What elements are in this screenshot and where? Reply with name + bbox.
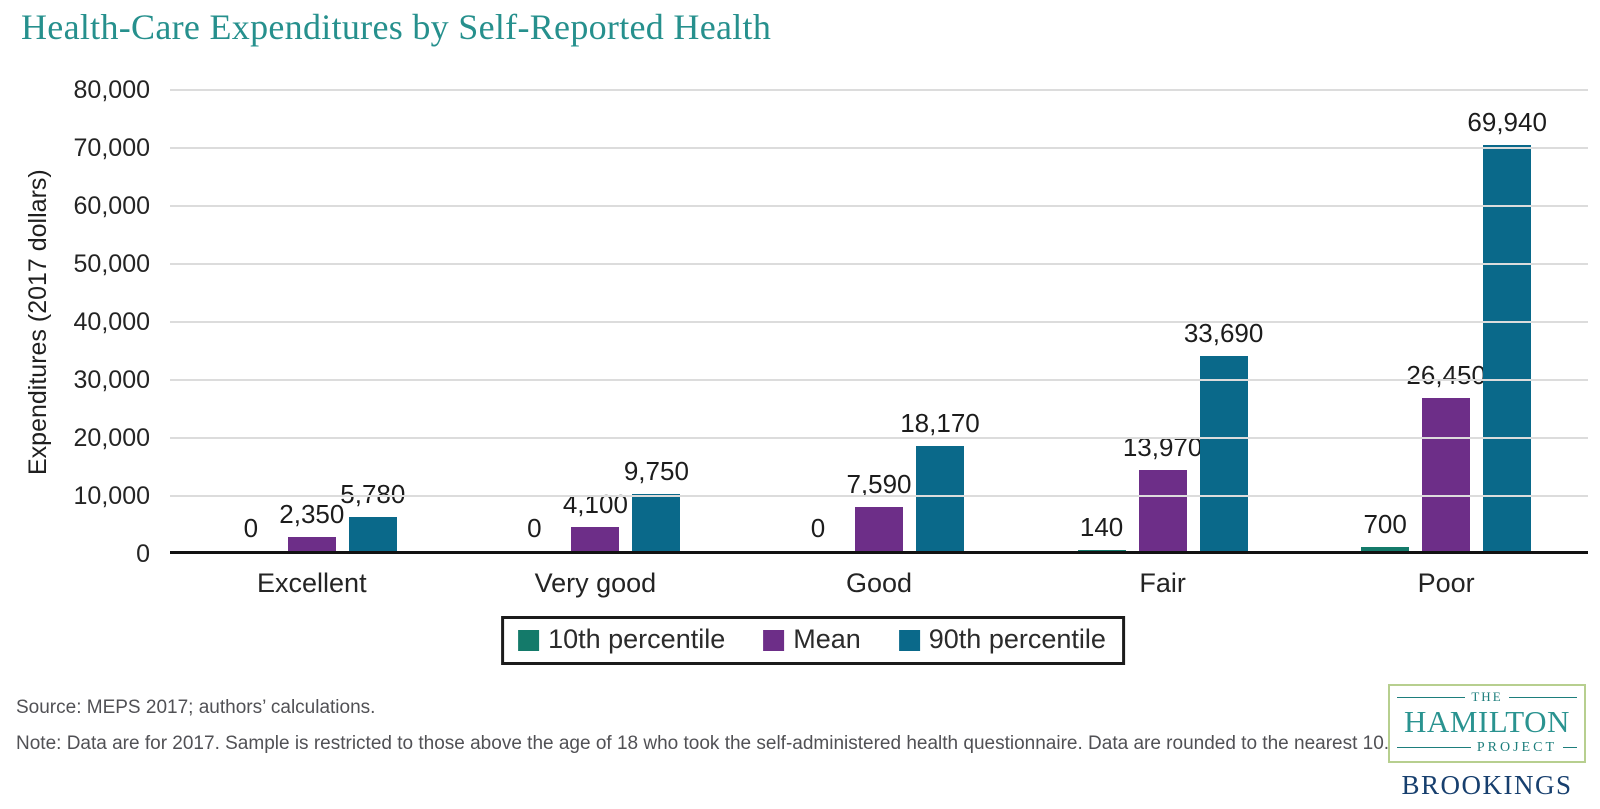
bar-slot: 69,940 bbox=[1467, 90, 1547, 551]
bar-value-label: 700 bbox=[1363, 508, 1407, 539]
bar bbox=[287, 537, 336, 551]
bar bbox=[1138, 469, 1187, 551]
bar-slot: 7,590 bbox=[846, 90, 912, 551]
bar bbox=[632, 494, 681, 551]
logo-rule-left bbox=[1397, 696, 1466, 698]
legend-swatch bbox=[518, 630, 540, 651]
legend-item: 10th percentile bbox=[518, 624, 725, 655]
logo-the-row: THE bbox=[1397, 689, 1577, 705]
bar-value-label: 69,940 bbox=[1467, 107, 1547, 138]
legend-item: Mean bbox=[763, 624, 861, 655]
gridline bbox=[170, 379, 1588, 381]
bar-slot: 33,690 bbox=[1184, 90, 1263, 551]
y-tick-label: 40,000 bbox=[73, 308, 150, 336]
bar bbox=[571, 527, 620, 551]
bar-group: 0 4,100 9,750 bbox=[454, 90, 738, 551]
y-tick-label: 60,000 bbox=[73, 192, 150, 220]
bar-value-label: 2,350 bbox=[279, 499, 345, 530]
category-label: Excellent bbox=[257, 568, 367, 598]
bar-slot: 26,450 bbox=[1406, 90, 1486, 551]
bar-slot: 700 bbox=[1361, 90, 1410, 551]
category-label: Very good bbox=[534, 568, 657, 598]
gridline bbox=[170, 89, 1588, 91]
bar bbox=[1483, 145, 1532, 551]
gridline bbox=[170, 321, 1588, 323]
y-tick-label: 80,000 bbox=[73, 76, 150, 104]
bar bbox=[348, 517, 397, 551]
source-text: Source: MEPS 2017; authors’ calculations… bbox=[16, 697, 376, 718]
gridline bbox=[170, 205, 1588, 207]
gridline bbox=[170, 437, 1588, 439]
bar bbox=[1422, 397, 1471, 551]
gridline bbox=[170, 263, 1588, 265]
bar-slot: 0 bbox=[510, 90, 558, 551]
bar-slot: 0 bbox=[794, 90, 842, 551]
bar bbox=[1361, 546, 1410, 551]
bar-value-label: 13,970 bbox=[1122, 431, 1203, 462]
legend-label: 90th percentile bbox=[928, 624, 1106, 654]
legend-item: 90th percentile bbox=[898, 624, 1106, 655]
bar-group: 700 26,450 69,940 bbox=[1304, 90, 1588, 551]
bar-value-label: 9,750 bbox=[623, 456, 689, 487]
legend-label: Mean bbox=[793, 624, 861, 654]
brookings-wordmark: BROOKINGS bbox=[1401, 769, 1573, 800]
gridline bbox=[170, 147, 1588, 149]
bar-value-label: 0 bbox=[527, 513, 542, 543]
logo-rule-project-right bbox=[1563, 747, 1577, 749]
legend-label: 10th percentile bbox=[548, 624, 726, 654]
bar bbox=[854, 506, 903, 551]
category-label: Good bbox=[845, 568, 913, 598]
hamilton-wordmark: HAMILTON bbox=[1404, 704, 1570, 739]
bar-slot: 18,170 bbox=[900, 90, 980, 551]
hamilton-logo-box: THE HAMILTON PROJECT bbox=[1388, 684, 1586, 763]
bar-group: 0 2,350 5,780 bbox=[170, 90, 454, 551]
bar bbox=[1077, 550, 1126, 551]
bar-slot: 140 bbox=[1077, 90, 1126, 551]
bar-slot: 5,780 bbox=[340, 90, 405, 551]
x-axis-labels: Excellent Very good Good Fair Poor bbox=[170, 568, 1588, 599]
bar-slot: 13,970 bbox=[1123, 90, 1202, 551]
logo-project-row: PROJECT bbox=[1397, 740, 1577, 756]
bar-slot: 9,750 bbox=[624, 90, 689, 551]
y-tick-label: 20,000 bbox=[73, 424, 150, 452]
page-title: Health-Care Expenditures by Self-Reporte… bbox=[21, 7, 772, 47]
y-tick-label: 50,000 bbox=[73, 250, 150, 278]
bar bbox=[1199, 355, 1248, 551]
bar-group: 0 7,590 18,170 bbox=[737, 90, 1021, 551]
bar-value-label: 0 bbox=[810, 513, 826, 543]
legend-swatch bbox=[898, 630, 920, 651]
bar-value-label: 4,100 bbox=[562, 489, 628, 520]
bar-value-label: 0 bbox=[243, 513, 259, 543]
gridline bbox=[170, 495, 1588, 497]
bar bbox=[915, 445, 964, 551]
category-label: Fair bbox=[1139, 568, 1186, 598]
bar-slot: 0 bbox=[227, 90, 275, 551]
legend-box: 10th percentile Mean 90th percentile bbox=[501, 616, 1125, 665]
logo-the-text: THE bbox=[1471, 689, 1503, 704]
logo-rule-right bbox=[1508, 696, 1577, 698]
plot-area: 0 2,350 5,780 0 4,100 9,750 0 7,590 18,170 140 13,… bbox=[170, 89, 1588, 554]
bar-value-label: 18,170 bbox=[900, 407, 980, 438]
logo-rule-project-left bbox=[1397, 747, 1471, 749]
bar-group: 140 13,970 33,690 bbox=[1021, 90, 1305, 551]
note-text: Note: Data are for 2017. Sample is restr… bbox=[16, 733, 1390, 754]
bar-value-label: 140 bbox=[1079, 512, 1124, 543]
bar-value-label: 7,590 bbox=[846, 468, 912, 499]
bar-value-label: 5,780 bbox=[340, 479, 406, 510]
bar-groups: 0 2,350 5,780 0 4,100 9,750 0 7,590 18,170 140 13,… bbox=[170, 90, 1588, 551]
logo-project-text: PROJECT bbox=[1476, 739, 1557, 755]
bar-slot: 4,100 bbox=[563, 90, 628, 551]
category-label: Poor bbox=[1417, 568, 1475, 598]
legend-swatch bbox=[763, 630, 785, 651]
y-tick-label: 30,000 bbox=[73, 366, 150, 394]
bar-slot: 2,350 bbox=[279, 90, 344, 551]
bar-value-label: 26,450 bbox=[1406, 359, 1486, 390]
y-axis-title: Expenditures (2017 dollars) bbox=[24, 169, 52, 475]
y-tick-label: 70,000 bbox=[73, 134, 150, 162]
y-tick-label: 10,000 bbox=[73, 482, 150, 510]
y-tick-label: 0 bbox=[136, 540, 150, 568]
hamilton-project-brookings-logo: THE HAMILTON PROJECT BROOKINGS bbox=[1388, 684, 1586, 801]
